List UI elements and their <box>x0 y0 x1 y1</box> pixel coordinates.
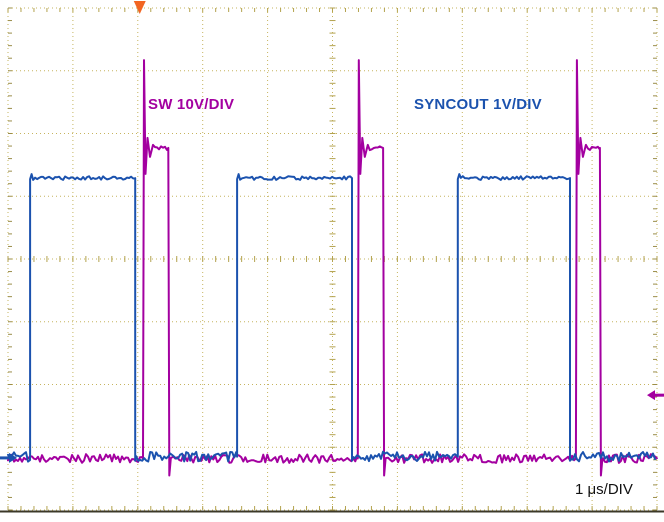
sw-ref-marker <box>647 390 664 401</box>
sw-trace <box>7 59 658 477</box>
syncout-trace-label: SYNCOUT 1V/DIV <box>414 96 542 113</box>
timebase-label: 1 μs/DIV <box>575 481 633 498</box>
syncout-zero-marker <box>0 452 17 463</box>
sw-trace-label: SW 10V/DIV <box>148 96 235 113</box>
graticule <box>7 7 658 511</box>
trigger-marker <box>133 1 146 14</box>
syncout-trace <box>7 173 656 463</box>
